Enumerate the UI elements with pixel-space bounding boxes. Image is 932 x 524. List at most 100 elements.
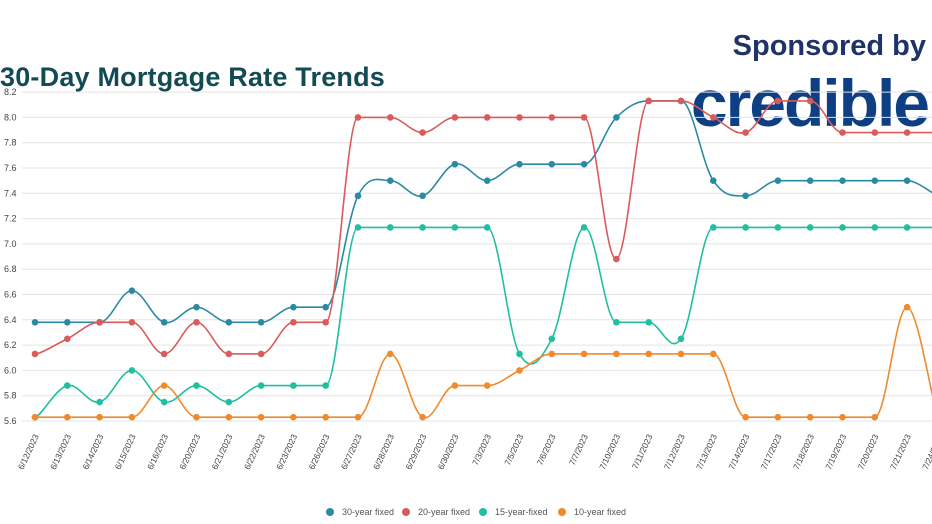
data-point (871, 177, 879, 184)
data-point (645, 350, 652, 358)
x-tick-label: 7/14/2023 (726, 432, 751, 471)
x-tick-label: 7/19/2023 (823, 432, 848, 471)
data-point (516, 367, 523, 374)
x-tick-label: 7/5/2023 (502, 432, 525, 466)
data-point (193, 319, 200, 326)
data-point (710, 224, 717, 231)
data-point (160, 382, 168, 389)
x-tick-label: 6/21/2023 (210, 432, 235, 471)
data-point (451, 224, 459, 231)
y-tick-label: 7.2 (4, 214, 17, 224)
legend-label: 30-year fixed (342, 507, 394, 517)
data-point (516, 350, 523, 358)
data-point (257, 382, 265, 389)
data-point (774, 224, 782, 231)
x-tick-label: 6/13/2023 (48, 432, 73, 471)
data-point (580, 350, 588, 358)
y-tick-label: 7.0 (4, 239, 17, 249)
data-point (419, 413, 426, 421)
legend-marker (558, 508, 566, 516)
data-point (839, 224, 846, 231)
x-tick-label: 7/12/2023 (662, 432, 687, 471)
data-point (160, 350, 168, 358)
y-tick-label: 5.6 (4, 416, 17, 426)
chart-title: 30-Day Mortgage Rate Trends (0, 62, 386, 92)
x-tick-label: 6/12/2023 (16, 432, 41, 471)
x-tick-label: 6/22/2023 (242, 432, 267, 471)
data-point (290, 413, 297, 421)
series-15-year-fixed (31, 224, 932, 421)
y-tick-label: 6.0 (4, 365, 17, 375)
data-point (742, 129, 749, 136)
series-30-year-fixed (31, 97, 932, 326)
gridlines (22, 91, 932, 422)
data-point (290, 303, 297, 311)
data-point (160, 398, 168, 406)
data-point (193, 303, 200, 311)
x-tick-label: 6/30/2023 (436, 432, 461, 471)
plot-area (31, 97, 932, 421)
data-point (483, 114, 491, 121)
data-point (677, 335, 685, 343)
x-tick-label: 7/20/2023 (856, 432, 881, 471)
data-point (710, 350, 717, 358)
legend-label: 10-year fixed (574, 507, 626, 517)
series-20-year-fixed (31, 97, 932, 358)
data-point (548, 350, 556, 358)
data-point (419, 192, 426, 200)
y-axis-ticks: 5.6 5.8 6.0 6.2 6.4 6.6 6.8 7.0 7.2 7.4 7.6 7.8 8.0 8… (4, 87, 17, 426)
data-point (871, 129, 879, 136)
data-point (257, 413, 265, 421)
data-point (580, 114, 588, 121)
legend-label: 15-year-fixed (495, 507, 548, 517)
x-tick-label: 7/24/2023 (920, 432, 932, 471)
x-tick-label: 7/6/2023 (535, 432, 558, 466)
data-point (128, 367, 136, 374)
x-tick-label: 7/7/2023 (567, 432, 590, 466)
data-point (128, 413, 136, 421)
data-point (387, 224, 394, 231)
data-point (516, 160, 523, 168)
data-point (96, 398, 103, 406)
data-point (774, 413, 782, 421)
y-tick-label: 6.2 (4, 340, 17, 350)
data-point (31, 350, 39, 358)
x-tick-label: 6/20/2023 (177, 432, 202, 471)
data-point (806, 177, 814, 184)
data-point (419, 129, 426, 136)
data-point (516, 114, 523, 121)
y-tick-label: 6.8 (4, 264, 17, 274)
data-point (548, 160, 556, 168)
data-point (839, 413, 846, 421)
data-point (774, 97, 782, 105)
series-line (35, 100, 932, 324)
x-tick-label: 7/13/2023 (694, 432, 719, 471)
data-point (839, 129, 846, 136)
data-point (871, 224, 879, 231)
data-point (613, 350, 620, 358)
y-tick-label: 7.6 (4, 163, 17, 173)
data-point (225, 398, 233, 406)
data-point (677, 97, 685, 105)
data-point (387, 177, 394, 184)
data-point (580, 160, 588, 168)
x-tick-label: 6/16/2023 (145, 432, 170, 471)
data-point (903, 303, 911, 311)
data-point (322, 303, 330, 311)
data-point (290, 319, 297, 326)
data-point (451, 160, 459, 168)
data-point (806, 413, 814, 421)
data-point (710, 177, 717, 184)
x-tick-label: 6/14/2023 (80, 432, 105, 471)
data-point (613, 255, 620, 263)
data-point (806, 97, 814, 105)
data-point (31, 413, 39, 421)
data-point (871, 413, 879, 421)
x-tick-label: 7/10/2023 (597, 432, 622, 471)
data-point (613, 114, 620, 121)
data-point (322, 382, 330, 389)
x-tick-label: 6/26/2023 (306, 432, 331, 471)
data-point (548, 114, 556, 121)
x-tick-label: 7/21/2023 (888, 432, 913, 471)
legend-marker (402, 508, 410, 516)
